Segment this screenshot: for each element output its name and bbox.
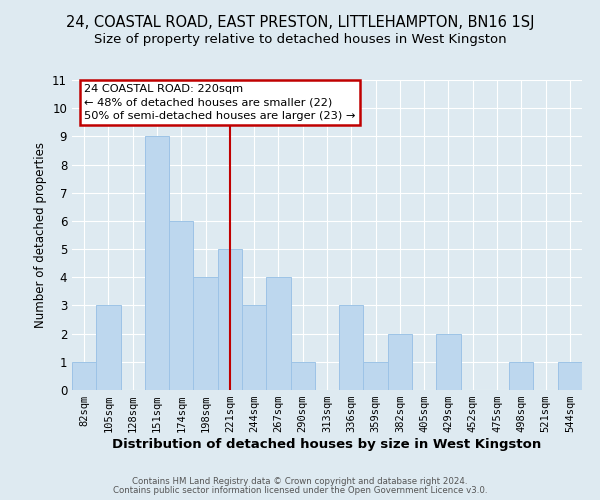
- X-axis label: Distribution of detached houses by size in West Kingston: Distribution of detached houses by size …: [112, 438, 542, 451]
- Bar: [290, 362, 315, 390]
- Bar: [96, 306, 121, 390]
- Bar: [169, 221, 193, 390]
- Text: 24 COASTAL ROAD: 220sqm
← 48% of detached houses are smaller (22)
50% of semi-de: 24 COASTAL ROAD: 220sqm ← 48% of detache…: [84, 84, 356, 120]
- Text: Contains HM Land Registry data © Crown copyright and database right 2024.: Contains HM Land Registry data © Crown c…: [132, 477, 468, 486]
- Bar: [72, 362, 96, 390]
- Bar: [242, 306, 266, 390]
- Text: Size of property relative to detached houses in West Kingston: Size of property relative to detached ho…: [94, 32, 506, 46]
- Bar: [388, 334, 412, 390]
- Text: Contains public sector information licensed under the Open Government Licence v3: Contains public sector information licen…: [113, 486, 487, 495]
- Bar: [339, 306, 364, 390]
- Bar: [364, 362, 388, 390]
- Bar: [558, 362, 582, 390]
- Y-axis label: Number of detached properties: Number of detached properties: [34, 142, 47, 328]
- Bar: [266, 278, 290, 390]
- Bar: [436, 334, 461, 390]
- Text: 24, COASTAL ROAD, EAST PRESTON, LITTLEHAMPTON, BN16 1SJ: 24, COASTAL ROAD, EAST PRESTON, LITTLEHA…: [66, 15, 534, 30]
- Bar: [509, 362, 533, 390]
- Bar: [193, 278, 218, 390]
- Bar: [145, 136, 169, 390]
- Bar: [218, 249, 242, 390]
